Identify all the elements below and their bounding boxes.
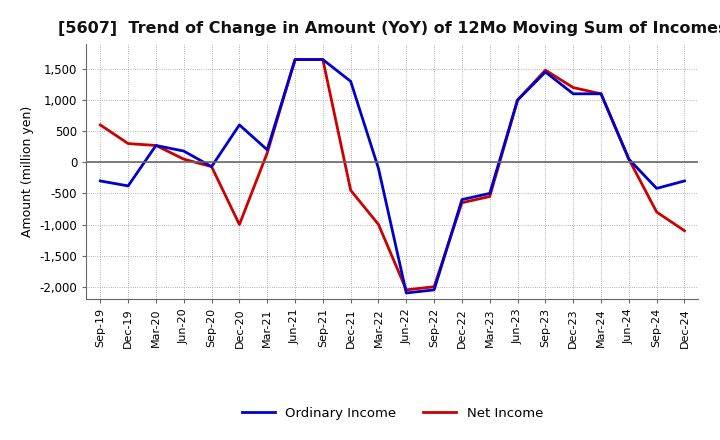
Net Income: [207, 164, 216, 169]
Net Income: [624, 157, 633, 162]
Ordinary Income: [680, 178, 689, 183]
Net Income: [374, 222, 383, 227]
Net Income: [485, 194, 494, 199]
Net Income: [458, 200, 467, 205]
Net Income: [263, 150, 271, 156]
Net Income: [680, 228, 689, 233]
Ordinary Income: [235, 122, 243, 128]
Net Income: [513, 97, 522, 103]
Net Income: [430, 284, 438, 290]
Ordinary Income: [179, 148, 188, 154]
Ordinary Income: [541, 70, 550, 75]
Net Income: [152, 143, 161, 148]
Title: [5607]  Trend of Change in Amount (YoY) of 12Mo Moving Sum of Incomes: [5607] Trend of Change in Amount (YoY) o…: [58, 21, 720, 36]
Ordinary Income: [652, 186, 661, 191]
Net Income: [569, 85, 577, 90]
Net Income: [318, 57, 327, 62]
Ordinary Income: [513, 97, 522, 103]
Ordinary Income: [569, 91, 577, 96]
Y-axis label: Amount (million yen): Amount (million yen): [21, 106, 34, 237]
Ordinary Income: [96, 178, 104, 183]
Ordinary Income: [458, 197, 467, 202]
Ordinary Income: [402, 290, 410, 296]
Net Income: [235, 222, 243, 227]
Net Income: [402, 287, 410, 293]
Ordinary Income: [485, 191, 494, 196]
Net Income: [652, 209, 661, 215]
Net Income: [96, 122, 104, 128]
Ordinary Income: [624, 157, 633, 162]
Ordinary Income: [430, 287, 438, 293]
Ordinary Income: [318, 57, 327, 62]
Net Income: [541, 67, 550, 73]
Ordinary Income: [152, 143, 161, 148]
Line: Net Income: Net Income: [100, 59, 685, 290]
Net Income: [346, 187, 355, 193]
Ordinary Income: [291, 57, 300, 62]
Ordinary Income: [124, 183, 132, 189]
Ordinary Income: [346, 79, 355, 84]
Ordinary Income: [597, 91, 606, 96]
Net Income: [597, 91, 606, 96]
Ordinary Income: [263, 147, 271, 152]
Net Income: [124, 141, 132, 146]
Ordinary Income: [374, 166, 383, 171]
Net Income: [291, 57, 300, 62]
Net Income: [179, 157, 188, 162]
Ordinary Income: [207, 164, 216, 169]
Line: Ordinary Income: Ordinary Income: [100, 59, 685, 293]
Legend: Ordinary Income, Net Income: Ordinary Income, Net Income: [237, 401, 548, 425]
